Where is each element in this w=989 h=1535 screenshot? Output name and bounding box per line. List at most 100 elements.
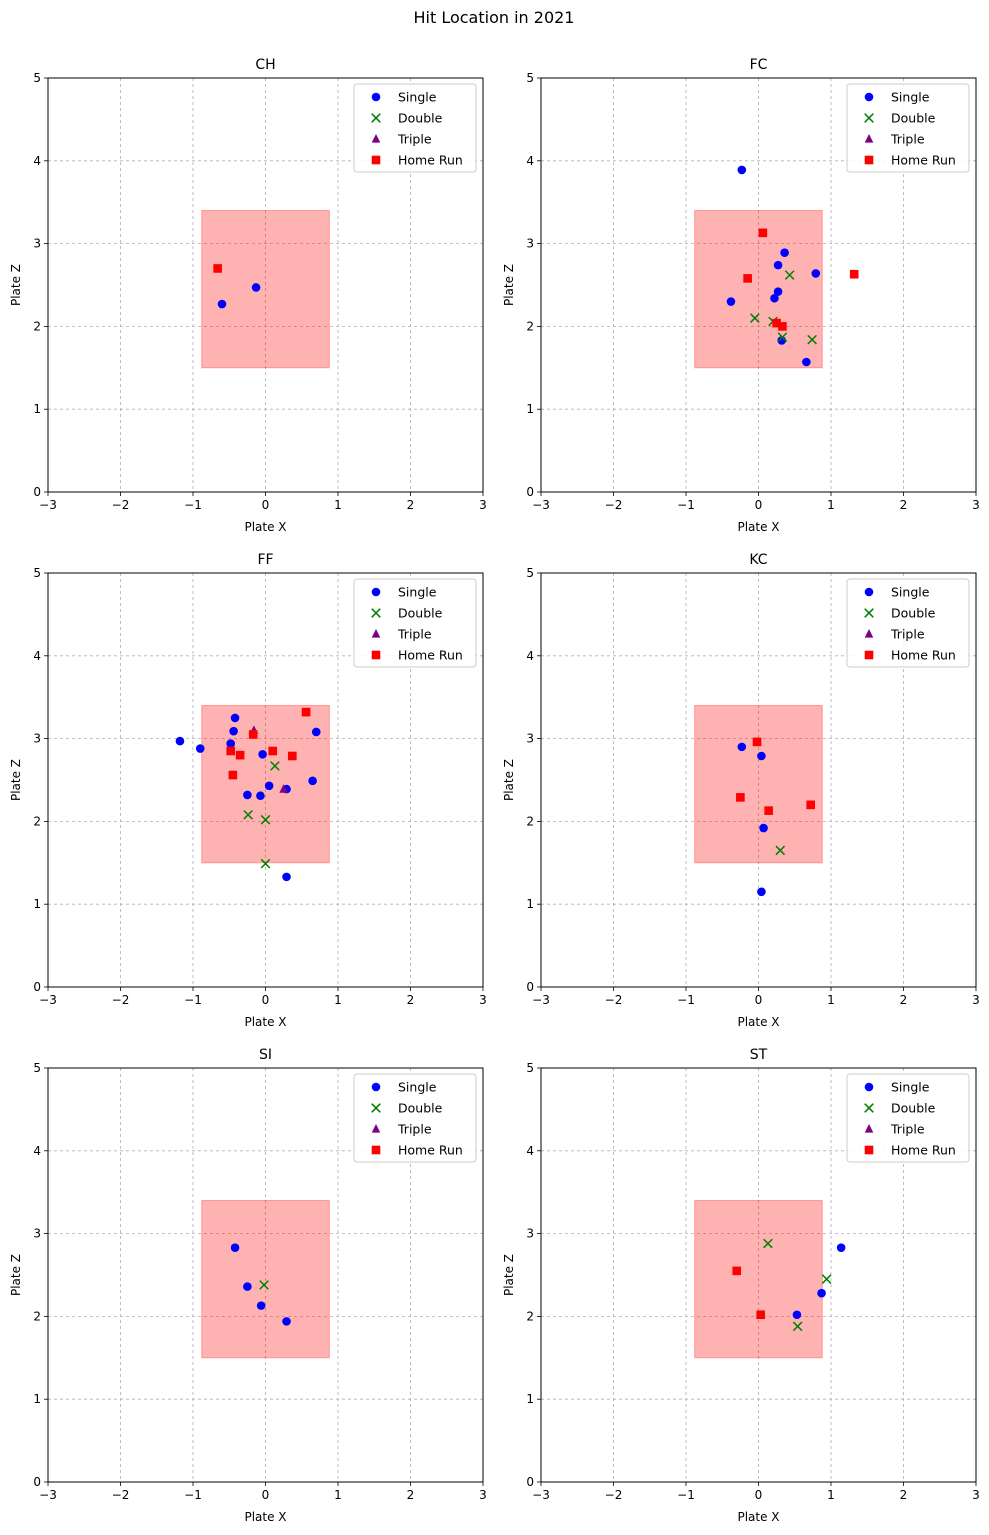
y-tick-label: 2 [33,1309,41,1323]
legend-marker-single [371,92,381,102]
y-axis-label: Plate Z [9,759,23,801]
x-tick-label: −1 [677,1488,695,1502]
point-double [260,814,271,825]
legend-label: Triple [397,132,432,147]
y-tick-label: 4 [526,1144,534,1158]
point-single [230,1243,240,1252]
point-single [811,269,821,278]
x-tick-label: −2 [112,993,130,1007]
y-tick-label: 2 [526,1309,534,1323]
point-single [282,872,291,882]
x-tick-label: 0 [262,1488,270,1502]
x-axis-label: Plate X [737,1510,779,1524]
legend-label: Home Run [891,1143,956,1158]
y-tick-label: 1 [33,897,41,911]
legend-label: Triple [890,132,925,147]
x-tick-label: 3 [479,993,487,1007]
strike-zone [694,1199,823,1359]
point-single [251,283,261,292]
legend-marker-single [864,587,874,597]
point-home-run [736,793,745,802]
x-tick-label: 0 [262,498,270,512]
y-tick-label: 4 [33,154,41,168]
x-tick-label: −3 [39,993,57,1007]
legend-box [846,83,970,173]
x-tick-label: −3 [532,1488,550,1502]
legend-label: Single [398,585,437,600]
point-single [229,726,238,736]
legend-marker-double [864,608,874,618]
x-tick-label: 3 [972,498,980,512]
chart-title: FC [750,57,768,73]
y-tick-label: 5 [33,71,41,85]
point-home-run [228,770,238,780]
legend: Single Double Triple Home Run [846,83,970,173]
legend-label: Triple [397,1122,432,1137]
y-tick-label: 0 [526,485,534,499]
legend-marker-home-run [371,1145,381,1155]
x-tick-label: 1 [334,993,342,1007]
point-double [243,809,253,820]
x-tick-label: −1 [184,993,202,1007]
chart-title: FF [257,552,273,568]
y-tick-label: 1 [33,1392,41,1406]
y-tick-label: 3 [526,732,534,746]
legend-box [353,83,477,173]
point-double [750,313,760,323]
point-single [792,1310,802,1320]
legend-label: Double [398,111,443,126]
legend: Single Double Triple Home Run [846,578,970,668]
legend-marker-double [864,1103,874,1113]
x-axis-label: Plate X [737,520,779,534]
legend-label: Home Run [891,153,956,168]
x-tick-label: −2 [605,993,623,1007]
legend-label: Double [891,606,936,621]
legend-marker-triple [371,629,381,638]
x-tick-label: −3 [39,1488,57,1502]
legend-label: Triple [890,1122,925,1137]
point-single [256,1301,266,1310]
point-single [217,299,227,309]
point-double [784,270,795,280]
point-double [807,334,817,345]
point-single [802,357,811,367]
y-tick-label: 1 [526,402,534,416]
y-axis-label: Plate Z [9,1254,23,1296]
y-tick-label: 0 [526,1475,534,1489]
point-home-run [806,800,815,810]
x-axis-label: Plate X [737,1015,779,1029]
point-home-run [226,746,235,756]
legend-box [353,578,477,668]
legend-marker-triple [371,1124,381,1133]
legend-marker-home-run [371,650,381,660]
point-double [777,332,788,342]
y-tick-label: 3 [33,732,41,746]
y-axis-label: Plate Z [502,1254,516,1296]
legend-label: Double [891,1101,936,1116]
x-tick-label: −1 [184,498,202,512]
x-tick-label: 1 [827,993,835,1007]
legend-label: Double [398,1101,443,1116]
legend-marker-single [864,1082,874,1092]
point-single [737,742,747,752]
point-single [282,1317,291,1326]
chart-title: ST [750,1047,768,1063]
legend-box [846,578,970,668]
chart-panel-ff: −3 −2 −1 0 1 2 3 0 1 2 3 4 5 FF Plate X Plate Z Single Do… [9,552,487,1029]
chart-title: KC [749,552,767,568]
point-double [270,761,280,771]
strike-zone [201,1199,330,1359]
point-home-run [248,730,258,739]
point-home-run [268,746,278,756]
legend-label: Single [891,90,930,105]
legend-label: Single [398,1080,437,1095]
legend: Single Double Triple Home Run [846,1073,970,1163]
point-double [259,1280,269,1290]
point-home-run [213,264,222,273]
y-tick-label: 2 [526,814,534,828]
point-double [763,1238,773,1249]
x-tick-label: −2 [605,498,623,512]
legend-marker-triple [864,134,874,143]
y-tick-label: 2 [526,319,534,333]
